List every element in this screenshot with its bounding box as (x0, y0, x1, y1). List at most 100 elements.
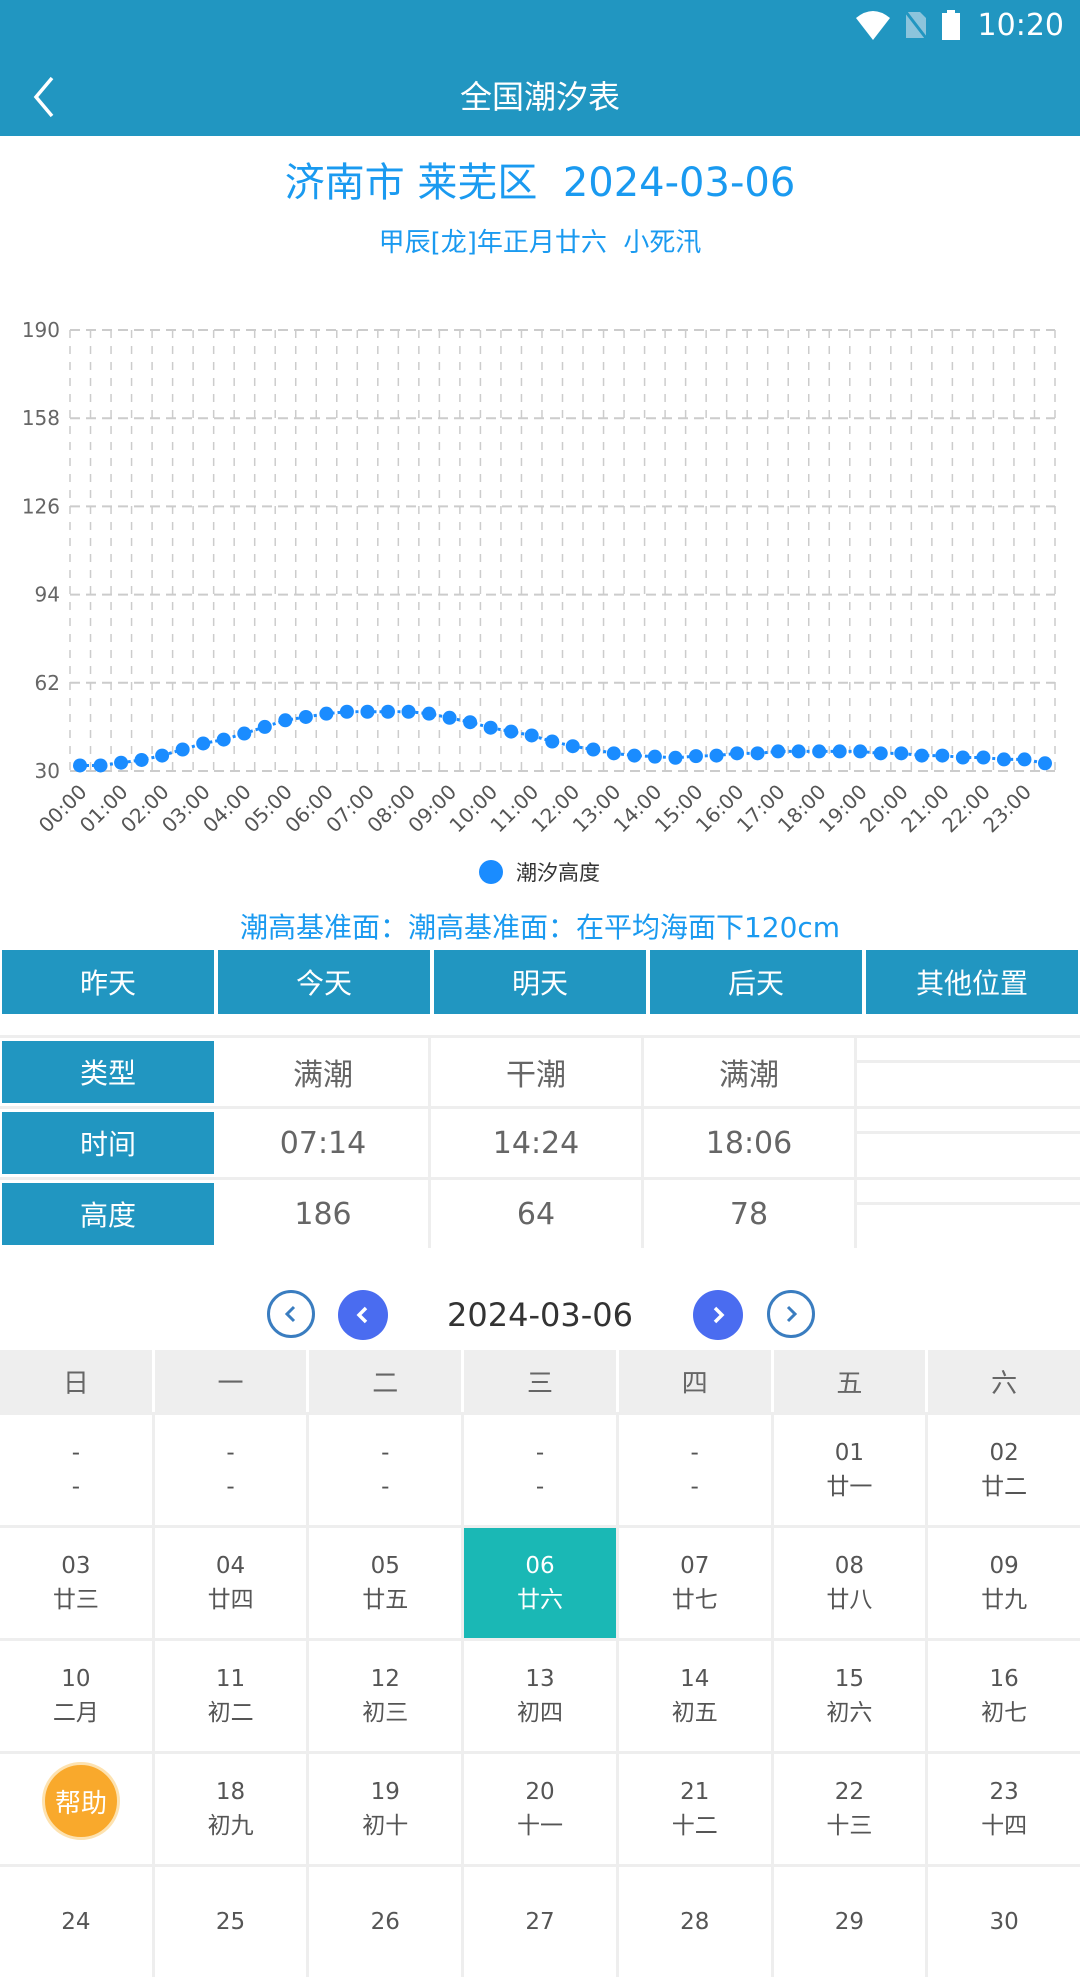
day-number: 08 (834, 1553, 865, 1579)
prev-day-button[interactable] (338, 1290, 388, 1340)
weekday-header: 日 (0, 1350, 152, 1412)
day-number: 11 (215, 1666, 246, 1692)
calendar-day[interactable]: 08 廿八 (773, 1528, 926, 1638)
lunar-day: 十二 (671, 1813, 718, 1839)
calendar-day[interactable]: 19 初十 (309, 1754, 462, 1864)
empty-cell (857, 1060, 1080, 1106)
day-number: - (226, 1440, 235, 1466)
day-number: 21 (680, 1779, 710, 1805)
lunar-day: 初十 (362, 1813, 409, 1839)
calendar-day[interactable]: 28 (618, 1867, 771, 1977)
day-number: 19 (370, 1779, 400, 1805)
lunar-day: 十四 (981, 1813, 1028, 1839)
day-number: 16 (989, 1666, 1019, 1692)
row-header: 类型 (2, 1041, 214, 1103)
calendar-day[interactable]: 18 初九 (154, 1754, 307, 1864)
y-tick-label: 62 (35, 671, 60, 695)
calendar-day[interactable]: 20 十一 (464, 1754, 616, 1864)
calendar-day[interactable]: 05 廿五 (309, 1528, 462, 1638)
lunar-day: 廿五 (362, 1587, 409, 1613)
tide-point (93, 758, 108, 773)
chevron-right-icon (713, 1306, 725, 1324)
weekday-header: 一 (154, 1350, 307, 1412)
calendar-day[interactable]: 01 廿一 (773, 1415, 926, 1525)
tide-point (709, 748, 724, 763)
yesterday-button[interactable]: 昨天 (2, 950, 214, 1014)
tide-point (298, 709, 313, 724)
lunar-day: - (226, 1474, 235, 1500)
calendar-day[interactable]: 02 廿二 (928, 1415, 1080, 1525)
x-tick-label: 23:00 (978, 780, 1036, 838)
y-tick-label: 190 (22, 318, 60, 342)
calendar-day[interactable]: 26 (309, 1867, 462, 1977)
day-number: 20 (525, 1779, 555, 1805)
calendar-day[interactable]: 07 廿七 (618, 1528, 771, 1638)
lunar-day: 初二 (207, 1700, 254, 1726)
calendar-day[interactable]: -- (309, 1415, 462, 1525)
calendar-day[interactable]: 23 十四 (928, 1754, 1080, 1864)
tide-point (422, 706, 437, 721)
tide-point (73, 758, 87, 773)
prev-month-button[interactable] (267, 1290, 315, 1338)
calendar-day[interactable]: 03 廿三 (0, 1528, 152, 1638)
calendar-day[interactable]: 15 初六 (773, 1641, 926, 1751)
tide-chart: 30629412615819000:0001:0002:0003:0004:00… (22, 318, 1056, 885)
help-button[interactable]: 帮助 (42, 1762, 120, 1840)
calendar-day[interactable]: 24 (0, 1867, 152, 1977)
calendar-day[interactable]: 13 初四 (464, 1641, 616, 1751)
day-number: 28 (680, 1909, 710, 1935)
calendar-day[interactable]: 27 (464, 1867, 616, 1977)
calendar-day[interactable]: 12 初三 (309, 1641, 462, 1751)
calendar-day[interactable]: -- (464, 1415, 616, 1525)
table-cell: 14:24 (431, 1109, 644, 1177)
table-cell: 07:14 (218, 1109, 431, 1177)
back-button[interactable] (26, 72, 66, 122)
next-day-button[interactable] (693, 1290, 743, 1340)
tomorrow-button[interactable]: 明天 (434, 950, 646, 1014)
tide-point (257, 719, 272, 734)
calendar-day[interactable]: 11 初二 (154, 1641, 307, 1751)
table-cell: 78 (644, 1180, 857, 1248)
calendar-day[interactable]: -- (0, 1415, 152, 1525)
calendar-day[interactable]: 10 二月 (0, 1641, 152, 1751)
lunar-day: - (535, 1474, 545, 1500)
calendar-day[interactable]: 30 (928, 1867, 1080, 1977)
tide-point (237, 726, 252, 741)
tide-table: 类型 满潮 干潮 满潮 时间 07:14 14:24 18:06 高度 186 64 78 (0, 1035, 1080, 1248)
tide-point (853, 744, 868, 759)
tide-point (380, 704, 395, 719)
lunar-day: 初六 (826, 1700, 873, 1726)
day-after-tomorrow-button[interactable]: 后天 (650, 950, 862, 1014)
today-button[interactable]: 今天 (218, 950, 430, 1014)
other-location-button[interactable]: 其他位置 (866, 950, 1078, 1014)
day-number: 12 (370, 1666, 400, 1692)
tide-reference-text: 潮高基准面：潮高基准面：在平均海面下120cm (239, 911, 841, 944)
day-number: 09 (989, 1553, 1019, 1579)
lunar-day: 十三 (826, 1813, 873, 1839)
chevron-left-icon (284, 1305, 296, 1323)
next-month-button[interactable] (767, 1290, 815, 1338)
calendar-day[interactable]: 06 廿六 (464, 1528, 616, 1638)
calendar-day[interactable]: 04 廿四 (154, 1528, 307, 1638)
tide-point (750, 746, 765, 761)
calendar-day[interactable]: 22 十三 (773, 1754, 926, 1864)
calendar-day[interactable]: 09 廿九 (928, 1528, 1080, 1638)
lunar-day: - (690, 1474, 699, 1500)
tide-point (976, 750, 991, 765)
calendar-day[interactable]: -- (154, 1415, 307, 1525)
calendar-day[interactable]: 25 (154, 1867, 307, 1977)
day-number: 27 (525, 1909, 555, 1935)
calendar-day[interactable]: 29 (773, 1867, 926, 1977)
legend-label: 潮汐高度 (516, 861, 600, 885)
tide-point (155, 748, 170, 763)
tide-point (360, 704, 375, 719)
calendar-day[interactable]: -- (618, 1415, 771, 1525)
weekday-header: 六 (928, 1350, 1080, 1412)
tide-point (647, 749, 662, 764)
day-number: 24 (61, 1909, 91, 1935)
tide-point (606, 746, 621, 761)
calendar-day[interactable]: 16 初七 (928, 1641, 1080, 1751)
calendar-day[interactable]: 14 初五 (618, 1641, 771, 1751)
calendar-day[interactable]: 21 十二 (618, 1754, 771, 1864)
day-number: 03 (61, 1553, 91, 1579)
